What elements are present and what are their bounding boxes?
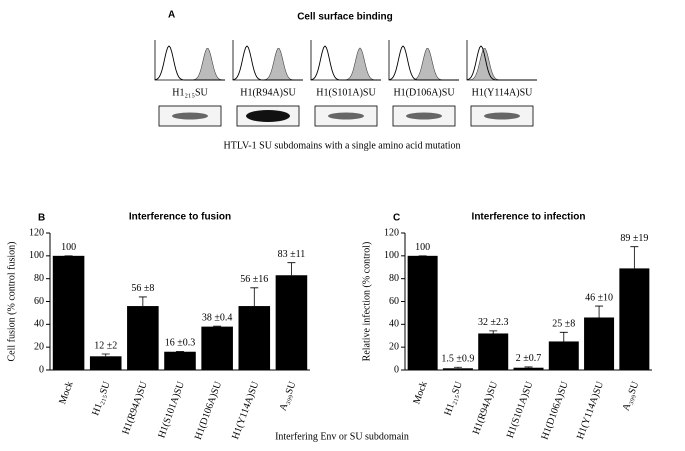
value-label: 1.5 ±0.9	[441, 354, 474, 365]
x-tick-label: H1(D106A)SU	[193, 379, 225, 441]
chart-title: Interference to infection	[472, 212, 586, 223]
bar	[275, 275, 308, 370]
y-tick-label: 100	[29, 250, 44, 261]
x-tick-label: A₃₉₉SU	[278, 379, 299, 412]
y-tick-label: 60	[34, 296, 44, 307]
histogram-frame	[310, 40, 381, 81]
value-label: 83 ±11	[278, 249, 306, 260]
histogram-control	[466, 45, 537, 81]
histogram-control	[388, 45, 459, 81]
x-tick-label: H1₂₁₅SU	[442, 379, 465, 417]
value-label: 56 ±16	[240, 274, 268, 285]
y-tick-label: 100	[384, 250, 399, 261]
blot-band	[246, 110, 290, 122]
y-axis-label: Cell fusion (% control fusion)	[6, 242, 17, 362]
y-tick-label: 0	[39, 364, 44, 375]
error-bar	[630, 246, 639, 269]
bar	[52, 255, 85, 370]
value-label: 100	[61, 242, 76, 253]
panel-letter: C	[393, 213, 400, 224]
bar	[164, 351, 196, 370]
error-bar	[595, 305, 604, 318]
value-label: 38 ±0.4	[202, 312, 233, 323]
y-tick-label: 40	[34, 319, 44, 330]
value-label: 56 ±8	[131, 283, 154, 294]
bar	[442, 368, 473, 370]
y-tick-label: 60	[389, 296, 399, 307]
bar	[89, 356, 122, 370]
y-tick-label: 120	[384, 227, 399, 238]
panel-letter: B	[38, 213, 45, 224]
x-tick-label: A₃₉₉SU	[621, 379, 642, 412]
histogram-label: H1₂₁₅SU	[172, 87, 208, 98]
histogram-label: H1(Y114A)SU	[472, 87, 534, 98]
error-bar	[489, 330, 498, 334]
histogram-control	[232, 45, 303, 81]
bar	[548, 341, 579, 370]
x-tick-label: H1(S101A)SU	[156, 379, 187, 439]
y-tick-label: 0	[394, 364, 399, 375]
x-tick-label: H1(R94A)SU	[120, 379, 150, 436]
y-tick-label: 80	[389, 273, 399, 284]
value-label: 32 ±2.3	[478, 317, 509, 328]
error-bar	[453, 366, 462, 369]
histogram-shifted	[311, 47, 381, 81]
bar	[513, 367, 544, 370]
error-bar	[250, 287, 259, 307]
bar	[407, 255, 438, 370]
y-tick-label: 120	[29, 227, 44, 238]
error-bar	[101, 353, 110, 357]
bar	[619, 268, 650, 370]
y-tick-label: 20	[389, 341, 399, 352]
value-label: 89 ±19	[620, 233, 648, 244]
value-label: 16 ±0.3	[165, 338, 196, 349]
value-label: 12 ±2	[94, 340, 117, 351]
bar	[478, 333, 509, 370]
bar	[201, 326, 233, 370]
histogram-label: H1(R94A)SU	[240, 87, 296, 98]
y-tick-label: 80	[34, 273, 44, 284]
x-tick-label: H1₂₁₅SU	[90, 379, 113, 417]
error-bar	[559, 331, 568, 342]
x-tick-label: Mock	[57, 380, 75, 406]
x-tick-label: H1(D106A)SU	[540, 379, 572, 441]
panel-title: Cell surface binding	[297, 12, 393, 23]
histogram-frame	[232, 40, 303, 81]
value-label: 25 ±8	[552, 319, 575, 330]
blot-band	[484, 112, 520, 120]
x-axis-label: Interfering Env or SU subdomain	[275, 431, 409, 442]
bar	[584, 317, 615, 370]
value-label: 2 ±0.7	[516, 353, 542, 364]
error-bar	[287, 262, 296, 276]
histogram-control	[310, 45, 381, 81]
y-tick-label: 40	[389, 319, 399, 330]
y-axis-label: Relative infection (% control)	[361, 242, 372, 362]
bar	[238, 306, 271, 370]
value-label: 46 ±10	[585, 292, 613, 303]
x-tick-label: H1(Y114A)SU	[230, 379, 261, 441]
x-tick-label: H1(R94A)SU	[471, 379, 501, 436]
x-tick-label: H1(Y114A)SU	[575, 379, 606, 441]
chart-title: Interference to fusion	[129, 212, 231, 223]
histogram-label: H1(S101A)SU	[316, 87, 376, 98]
histogram-label: H1(D106A)SU	[393, 87, 455, 98]
error-bar	[138, 296, 147, 307]
x-tick-label: Mock	[411, 380, 429, 406]
y-tick-label: 20	[34, 341, 44, 352]
error-bar	[524, 366, 533, 368]
x-tick-label: H1(S101A)SU	[505, 379, 536, 439]
value-label: 100	[415, 242, 430, 253]
panel-letter: A	[168, 10, 175, 21]
bar	[127, 306, 159, 370]
blot-band	[328, 112, 364, 120]
caption: HTLV-1 SU subdomains with a single amino…	[223, 140, 460, 151]
blot-band	[172, 112, 208, 120]
histogram-control	[154, 45, 225, 81]
blot-band	[406, 112, 442, 120]
